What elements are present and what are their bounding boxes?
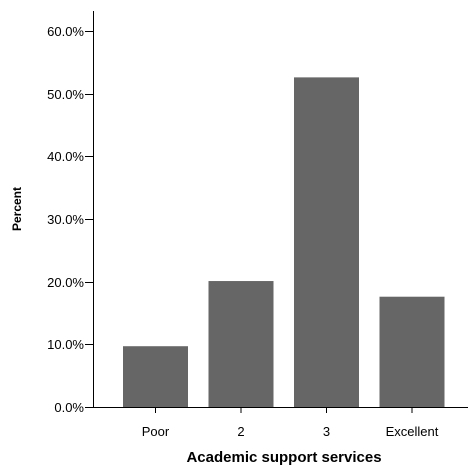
y-tick-label: 50.0% xyxy=(47,87,84,102)
bar-2 xyxy=(208,281,274,407)
bar-3 xyxy=(294,77,359,407)
x-axis-title: Academic support services xyxy=(186,449,381,466)
y-tick-label: 40.0% xyxy=(47,149,84,164)
y-tick-label: 60.0% xyxy=(47,24,84,39)
y-tick-label: 30.0% xyxy=(47,212,84,227)
x-tick-label: Excellent xyxy=(386,424,439,439)
x-tick-label: 3 xyxy=(323,424,330,439)
bar-excellent xyxy=(379,296,445,407)
x-tick-label: 2 xyxy=(237,424,244,439)
y-tick-label: 20.0% xyxy=(47,275,84,290)
y-ticks: 0.0% 10.0% 20.0% 30.0% 40.0% 50.0% 60.0% xyxy=(47,24,93,415)
bars-layer xyxy=(123,77,445,407)
x-ticks: Poor 2 3 Excellent xyxy=(142,407,439,439)
x-tick-label: Poor xyxy=(142,424,170,439)
y-tick-label: 10.0% xyxy=(47,337,84,352)
y-axis-title: Percent xyxy=(10,187,24,231)
y-tick-label: 0.0% xyxy=(54,400,84,415)
bar-poor xyxy=(123,346,188,407)
